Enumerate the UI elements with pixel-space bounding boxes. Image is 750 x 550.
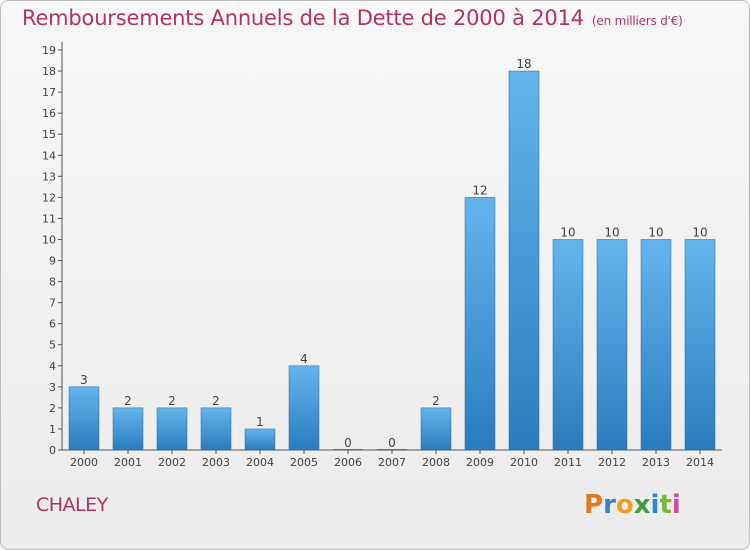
y-tick-label: 16 — [42, 107, 56, 120]
y-tick-label: 14 — [42, 149, 56, 162]
logo-letter: P — [584, 490, 604, 520]
bar — [552, 239, 584, 451]
x-tick-label: 2005 — [290, 456, 318, 469]
y-tick-label: 7 — [49, 297, 56, 310]
y-tick-label: 1 — [49, 423, 56, 436]
data-label: 4 — [300, 352, 308, 366]
bar — [684, 239, 716, 451]
bar — [464, 197, 496, 451]
y-tick-label: 19 — [42, 44, 56, 57]
x-tick-label: 2014 — [686, 456, 714, 469]
x-tick-label: 2010 — [510, 456, 538, 469]
y-tick-label: 17 — [42, 86, 56, 99]
y-tick-label: 2 — [49, 402, 56, 415]
x-tick-label: 2004 — [246, 456, 274, 469]
bar — [156, 407, 188, 451]
town-name: CHALEY — [36, 494, 108, 516]
bar — [420, 407, 452, 451]
bar — [508, 70, 540, 451]
y-tick-label: 5 — [49, 339, 56, 352]
logo-letter: i — [671, 490, 681, 520]
bar — [68, 386, 100, 451]
y-tick-label: 10 — [42, 233, 56, 246]
y-tick-label: 3 — [49, 381, 56, 394]
bar — [596, 239, 628, 451]
x-tick-label: 2009 — [466, 456, 494, 469]
x-tick-label: 2006 — [334, 456, 362, 469]
chart-title-text: Remboursements Annuels de la Dette de 20… — [22, 6, 584, 30]
bar — [640, 239, 672, 451]
logo-letter: x — [633, 490, 651, 520]
y-tick-label: 12 — [42, 191, 56, 204]
y-tick-label: 0 — [49, 444, 56, 457]
y-tick-label: 4 — [49, 360, 56, 373]
logo-letter: t — [659, 490, 672, 520]
x-tick-label: 2011 — [554, 456, 582, 469]
y-tick-label: 9 — [49, 255, 56, 268]
data-label: 2 — [168, 394, 176, 408]
bar — [200, 407, 232, 451]
data-label: 12 — [472, 183, 487, 197]
data-label: 2 — [212, 394, 220, 408]
data-label: 10 — [648, 225, 663, 239]
data-label: 10 — [604, 225, 619, 239]
logo-letter: o — [615, 490, 634, 520]
data-label: 10 — [560, 225, 575, 239]
chart-title: Remboursements Annuels de la Dette de 20… — [22, 6, 683, 30]
proxiti-logo: Proxiti — [584, 490, 681, 520]
x-tick-label: 2007 — [378, 456, 406, 469]
x-tick-label: 2000 — [70, 456, 98, 469]
bar — [333, 449, 363, 450]
bar — [112, 407, 144, 451]
data-label: 3 — [80, 373, 88, 387]
y-tick-label: 8 — [49, 276, 56, 289]
data-label: 2 — [124, 394, 132, 408]
x-tick-label: 2003 — [202, 456, 230, 469]
x-tick-label: 2001 — [114, 456, 142, 469]
chart-subtitle: (en milliers d'€) — [591, 14, 683, 28]
logo-letter: r — [603, 490, 616, 520]
y-tick-label: 11 — [42, 212, 56, 225]
bar — [288, 365, 320, 451]
x-tick-label: 2012 — [598, 456, 626, 469]
logo-letter: i — [650, 490, 660, 520]
y-tick-label: 15 — [42, 128, 56, 141]
y-tick-label: 6 — [49, 318, 56, 331]
x-tick-label: 2002 — [158, 456, 186, 469]
bar — [244, 428, 276, 451]
data-label: 10 — [692, 225, 707, 239]
data-label: 0 — [344, 436, 352, 450]
data-label: 1 — [256, 415, 264, 429]
y-tick-label: 18 — [42, 65, 56, 78]
data-label: 2 — [432, 394, 440, 408]
data-label: 0 — [388, 436, 396, 450]
x-tick-label: 2008 — [422, 456, 450, 469]
data-label: 18 — [516, 57, 531, 71]
x-tick-label: 2013 — [642, 456, 670, 469]
y-tick-label: 13 — [42, 170, 56, 183]
bar — [377, 449, 407, 450]
